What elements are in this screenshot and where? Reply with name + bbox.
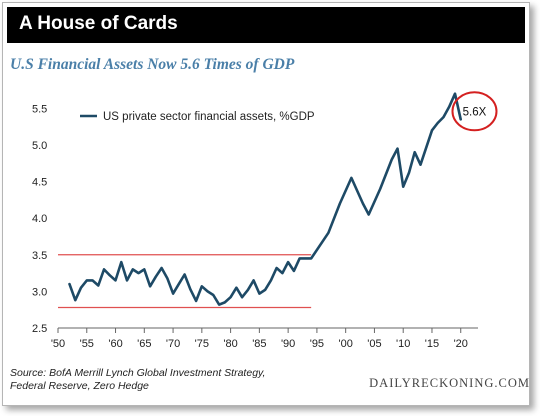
x-tick-label: '95 [310, 338, 324, 350]
annotation-circle [451, 91, 498, 132]
brand-logo: DAILYRECKONING.COM [369, 376, 530, 390]
x-tick-label: '05 [367, 338, 381, 350]
x-tick-label: '90 [281, 338, 295, 350]
annotations: 5.6X [451, 91, 498, 132]
y-tick-label: 4.0 [32, 213, 47, 225]
x-tick-label: '75 [195, 338, 209, 350]
x-tick-label: '10 [396, 338, 410, 350]
x-tick-label: '85 [252, 338, 266, 350]
reference-lines [58, 254, 312, 309]
x-tick-label: '55 [80, 338, 94, 350]
x-tick-label: '60 [108, 338, 122, 350]
legend: US private sector financial assets, %GDP [80, 111, 315, 123]
source-note: Source: BofA Merrill Lynch Global Invest… [10, 367, 330, 393]
y-tick-label: 5.0 [32, 140, 47, 152]
x-tick-label: '20 [454, 338, 468, 350]
x-tick-label: '15 [425, 338, 439, 350]
x-tick-label: '65 [137, 338, 151, 350]
series-line [68, 92, 462, 306]
y-tick-label: 4.5 [32, 177, 47, 189]
y-tick-label: 3.5 [32, 250, 47, 262]
source-line-2: Federal Reserve, Zero Hedge [10, 380, 149, 392]
chart-card: A House of Cards [2, 2, 530, 406]
x-tick-label: '70 [166, 338, 180, 350]
y-tick-label: 3.0 [32, 286, 47, 298]
axes: 2.5 3.0 3.5 4.0 4.5 5.0 5.5 '50 '55 '60 '65 '70 '75 '… [32, 103, 478, 350]
x-tick-label: '00 [338, 338, 352, 350]
legend-label: US private sector financial assets, %GDP [103, 111, 315, 123]
chart-card-title: A House of Cards [19, 13, 178, 34]
header-bar: A House of Cards [7, 7, 525, 43]
annotation-label: 5.6X [463, 106, 487, 118]
x-tick-label: '80 [223, 338, 237, 350]
y-tick-label: 5.5 [32, 103, 47, 115]
chart-title: U.S Financial Assets Now 5.6 Times of GD… [10, 56, 295, 73]
y-tick-label: 2.5 [32, 323, 47, 335]
source-line-1: Source: BofA Merrill Lynch Global Invest… [10, 367, 266, 379]
x-tick-label: '50 [51, 338, 65, 350]
series-group [68, 92, 462, 306]
